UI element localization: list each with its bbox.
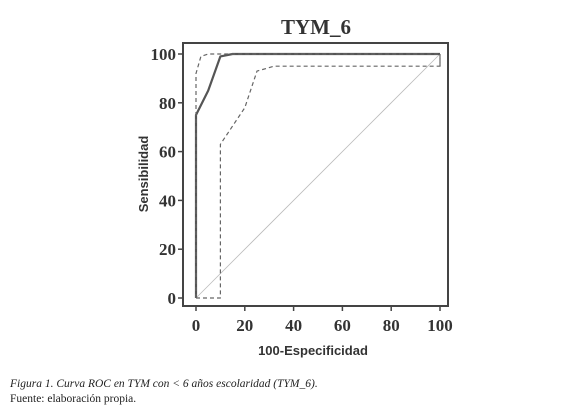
y-tick-label: 0 <box>168 289 177 308</box>
x-tick-label: 20 <box>236 316 253 335</box>
y-axis: 0 20 40 60 80 100 <box>151 45 183 308</box>
x-tick-label: 100 <box>427 316 453 335</box>
x-axis-label: 100-Especificidad <box>258 343 368 358</box>
x-tick-label: 60 <box>334 316 351 335</box>
roc-curve-3 <box>196 54 441 299</box>
x-axis: 0 20 40 60 80 100 <box>192 306 453 335</box>
y-tick-label: 40 <box>159 191 176 210</box>
reference-layer <box>195 53 441 299</box>
x-tick-label: 40 <box>285 316 302 335</box>
source-note: Fuente: elaboración propia. <box>10 393 137 405</box>
roc-chart: TYM_6 0 20 40 60 80 100 0 20 40 60 80 100 100-Espe… <box>136 15 453 358</box>
series-layer <box>194 52 441 299</box>
x-tick-label: 80 <box>383 316 400 335</box>
plot-frame <box>182 42 449 307</box>
y-tick-label: 20 <box>159 240 176 259</box>
y-tick-label: 60 <box>159 143 176 162</box>
reference-diagonal-line <box>195 53 441 299</box>
figure-caption-text: Figura 1. Curva ROC en TYM con < 6 años … <box>10 378 318 390</box>
chart-title: TYM_6 <box>281 15 351 39</box>
figure-caption: Figura 1. Curva ROC en TYM con < 6 años … <box>10 377 318 407</box>
y-tick-label: 100 <box>151 45 177 64</box>
y-axis-label: Sensibilidad <box>136 136 151 213</box>
x-tick-label: 0 <box>192 316 201 335</box>
roc-curve-2 <box>195 53 441 298</box>
y-tick-label: 80 <box>159 94 176 113</box>
